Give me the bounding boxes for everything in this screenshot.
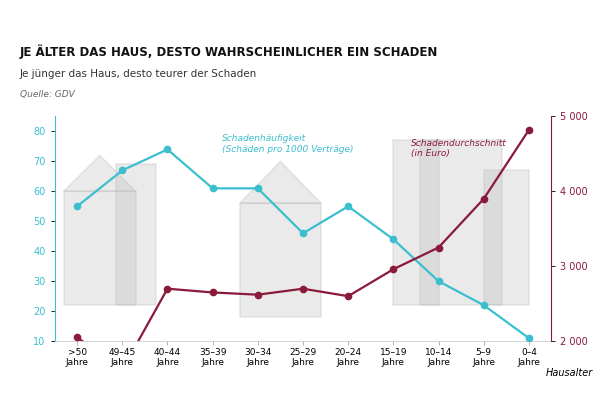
Text: Schadendurchschnitt
(in Euro): Schadendurchschnitt (in Euro) [411, 139, 507, 158]
Bar [393, 141, 439, 305]
Text: Schadenhäufigkeit
(Schäden pro 1000 Verträge): Schadenhäufigkeit (Schäden pro 1000 Vert… [222, 134, 353, 154]
Bar [240, 203, 321, 317]
Polygon shape [64, 156, 136, 191]
Text: JE ÄLTER DAS HAUS, DESTO WAHRSCHEINLICHER EIN SCHADEN: JE ÄLTER DAS HAUS, DESTO WAHRSCHEINLICHE… [20, 45, 438, 59]
Polygon shape [240, 161, 321, 203]
Text: Hausalter: Hausalter [546, 368, 593, 378]
Text: Je jünger das Haus, desto teurer der Schaden: Je jünger das Haus, desto teurer der Sch… [20, 69, 257, 79]
Bar [421, 141, 502, 305]
Bar [116, 164, 156, 305]
Text: Quelle: GDV: Quelle: GDV [20, 89, 75, 99]
Bar [64, 191, 136, 305]
Bar [484, 171, 529, 305]
